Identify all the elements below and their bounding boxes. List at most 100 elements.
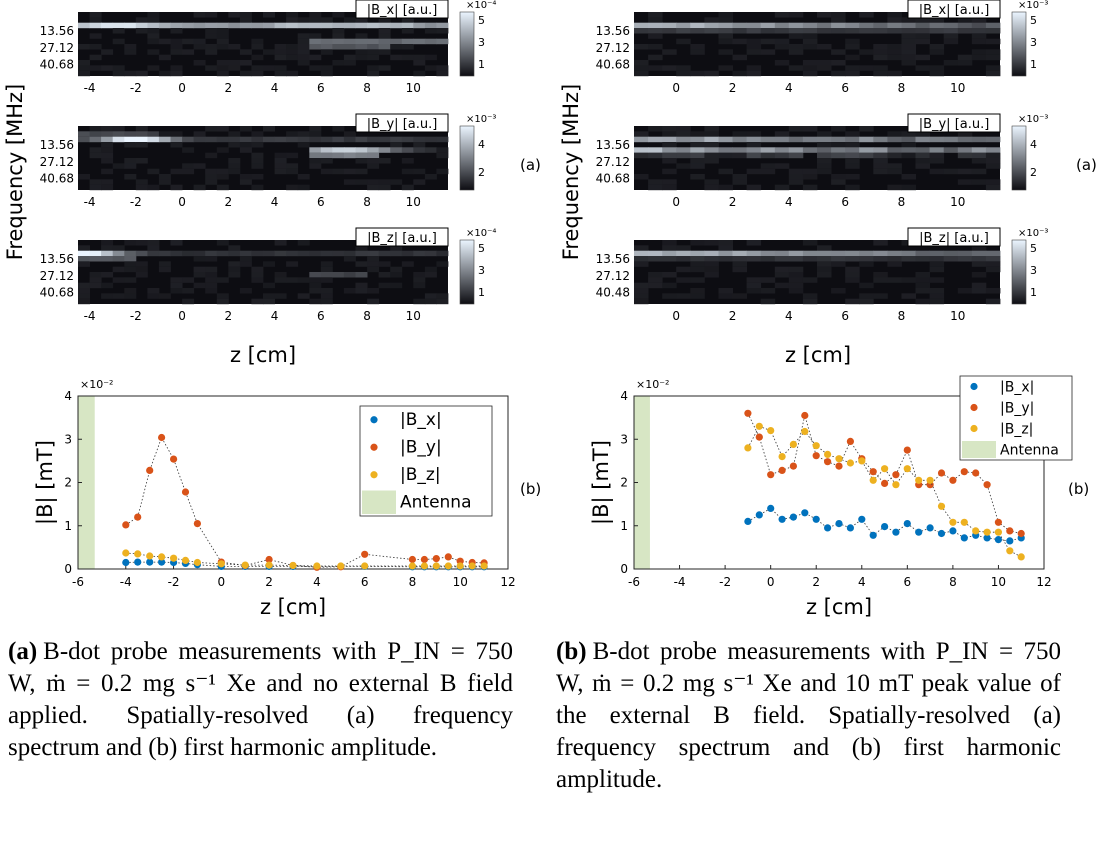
heatmap-cell bbox=[78, 44, 90, 50]
heatmap-cell bbox=[901, 174, 916, 180]
heatmap-cell bbox=[158, 136, 171, 143]
heatmap-cell bbox=[251, 250, 264, 257]
heatmap-cell bbox=[802, 277, 818, 283]
heatmap-cell bbox=[78, 131, 90, 137]
heatmap-cell bbox=[112, 38, 125, 45]
heatmap-cell bbox=[901, 54, 916, 61]
heatmap-cell bbox=[957, 288, 973, 294]
position-tick-label: 4 bbox=[785, 81, 793, 95]
heatmap-cell bbox=[817, 147, 832, 153]
heatmap-cell bbox=[690, 147, 705, 153]
heatmap-cell bbox=[297, 44, 310, 50]
heatmap-cell bbox=[760, 22, 776, 29]
heatmap-cell bbox=[309, 277, 322, 283]
heatmap-cell bbox=[401, 184, 414, 191]
heatmap-cell bbox=[985, 28, 1001, 34]
data-point bbox=[812, 452, 820, 460]
x-tick-label: 2 bbox=[812, 575, 820, 589]
heatmap-cell bbox=[216, 44, 229, 50]
heatmap-cell bbox=[436, 136, 449, 143]
colorbar-tick-label: 2 bbox=[478, 166, 485, 179]
heatmap-cell bbox=[367, 38, 380, 45]
data-point bbox=[1006, 547, 1014, 555]
heatmap-cell bbox=[355, 38, 368, 45]
heatmap-cell bbox=[101, 131, 114, 137]
heatmap-cell bbox=[859, 12, 874, 18]
data-point bbox=[170, 554, 178, 562]
heatmap-cell bbox=[957, 22, 973, 29]
heatmap-cell bbox=[332, 126, 345, 132]
data-point bbox=[789, 462, 798, 470]
heatmap-cell bbox=[817, 168, 832, 175]
heatmap-cell bbox=[297, 131, 310, 137]
heatmap-cell bbox=[732, 38, 747, 45]
heatmap-cell bbox=[228, 266, 241, 273]
heatmap-cell bbox=[436, 168, 449, 175]
heatmap-cell bbox=[718, 33, 733, 39]
heatmap-cell bbox=[887, 131, 902, 137]
frequency-tick-label: 27.12 bbox=[596, 269, 630, 283]
heatmap-cell bbox=[831, 174, 846, 180]
position-tick-label: 8 bbox=[363, 81, 371, 95]
heatmap-cell bbox=[147, 288, 160, 294]
heatmap-cell bbox=[205, 168, 218, 175]
heatmap-cell bbox=[297, 17, 310, 23]
heatmap-cell bbox=[355, 44, 368, 50]
heatmap-cell bbox=[297, 277, 310, 283]
heatmap-cell bbox=[676, 22, 691, 29]
heatmap-cell bbox=[676, 277, 691, 283]
data-point bbox=[420, 555, 428, 564]
heatmap-cell bbox=[332, 147, 345, 153]
heatmap-cell bbox=[135, 179, 148, 185]
heatmap-cell bbox=[170, 28, 183, 34]
heatmap-cell bbox=[182, 288, 195, 294]
heatmap-cell bbox=[817, 142, 832, 148]
heatmap-cell bbox=[746, 168, 762, 175]
heatmap-cell bbox=[205, 65, 218, 71]
colorbar-exponent: ×10⁻³ bbox=[1018, 228, 1048, 239]
subfigure-label-b: (b) bbox=[520, 480, 541, 498]
heatmap-cell bbox=[634, 28, 649, 34]
heatmap-cell bbox=[378, 272, 391, 278]
heatmap-cell bbox=[135, 136, 148, 143]
heatmap-cell bbox=[760, 277, 776, 283]
heatmap-cell bbox=[704, 158, 719, 164]
heatmap-cell bbox=[401, 22, 414, 29]
legend: |B_x| |B_y| |B_z| Antenna bbox=[359, 405, 493, 517]
heatmap-cell bbox=[332, 60, 345, 66]
heatmap-cell bbox=[367, 184, 380, 191]
heatmap-cell bbox=[760, 250, 776, 257]
heatmap-cell bbox=[774, 272, 790, 278]
colorbar-exponent: ×10⁻⁴ bbox=[466, 228, 496, 239]
heatmap-cell bbox=[704, 142, 719, 148]
heatmap-cell bbox=[193, 272, 206, 278]
component-badge-box bbox=[355, 113, 449, 133]
frequency-tick-label: 27.12 bbox=[40, 155, 74, 169]
heatmap-cell bbox=[309, 298, 322, 305]
heatmap-cell bbox=[112, 65, 125, 71]
heatmap-cell bbox=[135, 28, 148, 34]
heatmap-cell bbox=[788, 12, 804, 18]
position-tick-label: 10 bbox=[406, 81, 421, 95]
heatmap-cell bbox=[263, 250, 275, 257]
heatmap-cell bbox=[101, 184, 114, 191]
heatmap-cell bbox=[634, 282, 649, 289]
heatmap-cell bbox=[147, 65, 160, 71]
heatmap-cell bbox=[831, 60, 846, 66]
heatmap-cell bbox=[746, 277, 762, 283]
heatmap-cell bbox=[309, 250, 322, 257]
heatmap-cell bbox=[124, 131, 137, 137]
heatmap-cell bbox=[436, 293, 449, 299]
heatmap-cell bbox=[101, 22, 114, 29]
x-tick-label: 6 bbox=[361, 575, 369, 589]
heatmap-cell bbox=[401, 261, 414, 267]
heatmap-cell bbox=[845, 250, 860, 257]
heatmap-cell bbox=[274, 240, 287, 246]
heatmap-cell bbox=[401, 136, 414, 143]
heatmap-cell bbox=[205, 256, 218, 262]
heatmap-cell bbox=[831, 179, 846, 185]
legend-label: |B_y| bbox=[400, 437, 442, 457]
heatmap-cell bbox=[985, 22, 1001, 29]
heatmap-cell bbox=[943, 250, 959, 257]
heatmap-cell bbox=[112, 256, 125, 262]
